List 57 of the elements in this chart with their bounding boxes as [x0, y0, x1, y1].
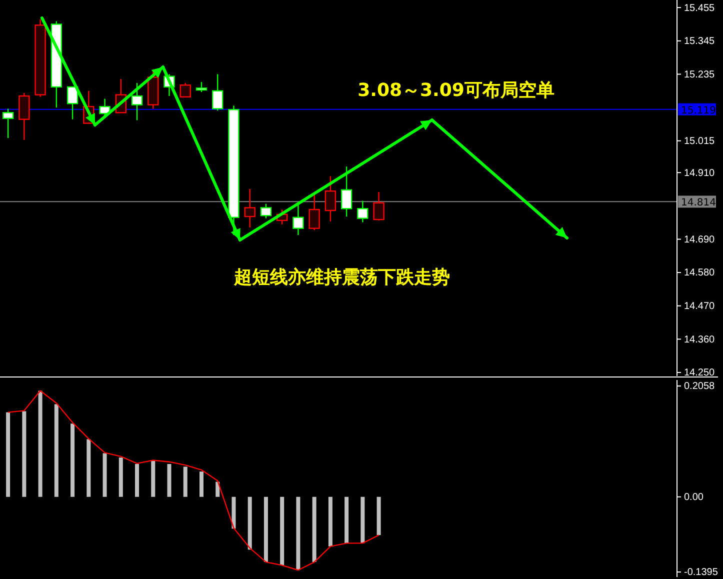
bar — [118, 458, 123, 497]
candlestick — [18, 92, 30, 140]
y-tick-label: 14.580 — [684, 268, 716, 279]
bar — [360, 496, 365, 544]
y-tick-label: 14.690 — [684, 234, 716, 246]
bar — [70, 424, 75, 497]
y-tick-label: 14.360 — [684, 334, 716, 346]
bar — [264, 496, 268, 562]
y-tick-label: 15.015 — [684, 136, 716, 148]
candlestick — [212, 74, 224, 112]
bar — [328, 496, 332, 546]
annotation: 3.08～3.09可布局空单 — [358, 80, 554, 101]
candlestick — [66, 86, 78, 120]
ref-line-label: 15.119 — [681, 105, 716, 116]
bar — [376, 496, 381, 536]
y-tick-label: -0.1395 — [684, 567, 718, 578]
candlestick — [260, 203, 272, 219]
bar — [280, 496, 284, 566]
bar — [312, 496, 316, 562]
candlestick — [324, 176, 336, 222]
bar — [199, 472, 204, 497]
y-tick-label: 15.345 — [684, 36, 716, 48]
y-tick-label: 0.2058 — [684, 381, 716, 392]
y-tick-label: 14.910 — [684, 168, 716, 179]
y-tick-label: 0.00 — [684, 492, 704, 504]
candlestick — [357, 200, 368, 223]
bar — [54, 404, 58, 497]
candlestick — [196, 81, 208, 93]
candlestick — [180, 82, 191, 98]
candlestick — [2, 108, 14, 139]
bar — [151, 460, 156, 497]
bar — [135, 464, 140, 497]
y-tick-label: 14.470 — [684, 301, 716, 312]
ref-line-label: 14.814 — [681, 198, 716, 209]
bar — [183, 466, 188, 497]
y-tick-label: 14.250 — [684, 368, 716, 379]
candlestick — [99, 98, 110, 119]
candlestick — [292, 202, 304, 236]
bar — [232, 496, 236, 529]
candlestick — [244, 188, 256, 228]
candlestick — [373, 191, 384, 222]
bar — [38, 390, 42, 497]
bar — [344, 496, 349, 544]
bar — [248, 496, 252, 550]
candlestick — [308, 193, 320, 231]
bar — [102, 453, 107, 497]
bar — [6, 412, 10, 497]
line-series — [7, 390, 380, 571]
bar — [22, 411, 26, 497]
candlestick — [131, 82, 143, 121]
candlestick — [340, 166, 352, 218]
bar — [167, 464, 172, 497]
bar — [86, 439, 91, 497]
y-tick-label: 15.235 — [684, 69, 716, 80]
y-tick-label: 15.455 — [684, 2, 716, 14]
bar — [296, 496, 300, 570]
annotation: 超短线亦维持震荡下跌走势 — [233, 267, 450, 288]
